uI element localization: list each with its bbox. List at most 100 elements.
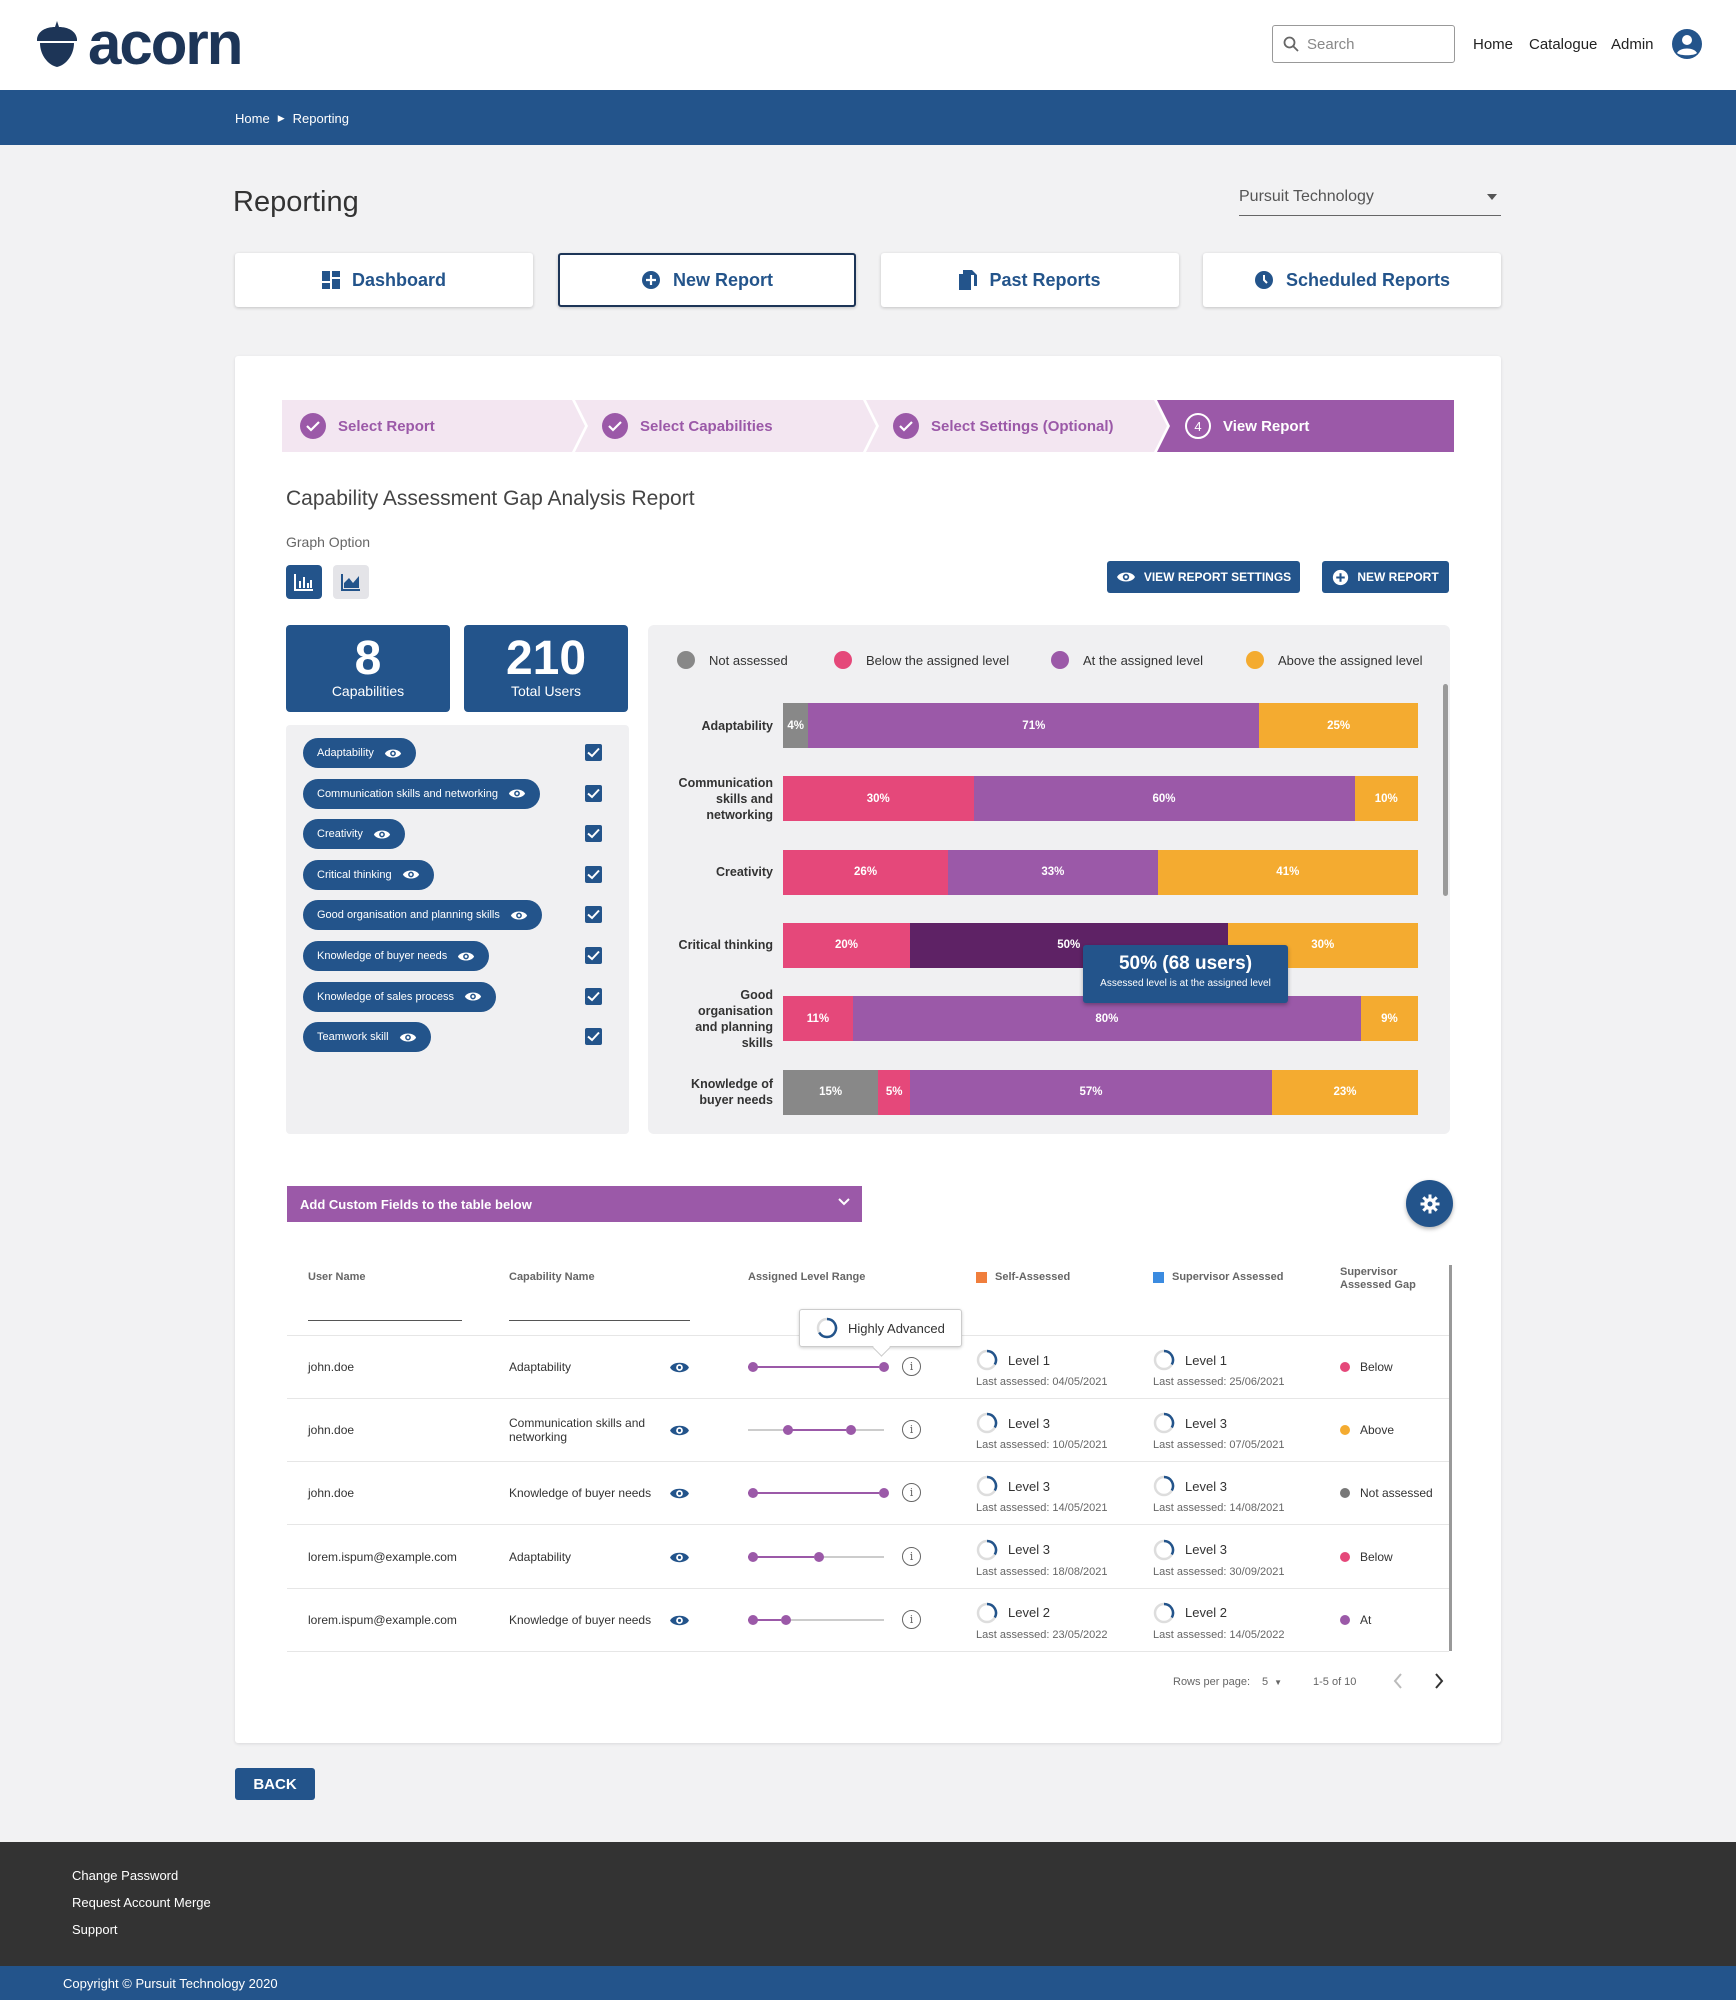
tab-dashboard[interactable]: Dashboard bbox=[235, 253, 533, 307]
level-range-slider[interactable] bbox=[748, 1487, 889, 1499]
search-input[interactable]: Search bbox=[1272, 25, 1455, 63]
slider-handle[interactable] bbox=[748, 1614, 758, 1625]
slider-handle[interactable] bbox=[783, 1425, 794, 1436]
footer-link-request-account-merge[interactable]: Request Account Merge bbox=[72, 1895, 211, 1910]
acorn-logo[interactable]: acorn bbox=[36, 14, 243, 74]
user-avatar-icon[interactable] bbox=[1671, 28, 1703, 60]
bar-segment[interactable]: 9% bbox=[1360, 996, 1418, 1042]
info-icon[interactable]: i bbox=[902, 1546, 921, 1566]
step-select-settings[interactable]: Select Settings (Optional) bbox=[893, 400, 1114, 452]
eye-icon[interactable] bbox=[457, 950, 475, 963]
eye-icon[interactable] bbox=[464, 990, 482, 1003]
bar-chart-toggle[interactable] bbox=[286, 565, 322, 599]
level-range-slider[interactable] bbox=[748, 1361, 889, 1373]
capability-chip[interactable]: Knowledge of buyer needs bbox=[303, 941, 490, 971]
slider-handle[interactable] bbox=[780, 1614, 791, 1625]
view-eye-icon[interactable] bbox=[669, 1360, 690, 1380]
view-eye-icon[interactable] bbox=[669, 1550, 690, 1570]
slider-handle[interactable] bbox=[748, 1362, 758, 1372]
view-eye-icon[interactable] bbox=[669, 1613, 690, 1633]
bar-segment[interactable]: 71% bbox=[808, 703, 1260, 748]
info-icon[interactable]: i bbox=[902, 1420, 921, 1440]
slider-handle[interactable] bbox=[879, 1362, 889, 1372]
column-header-assigned-level-range[interactable]: Assigned Level Range bbox=[748, 1271, 866, 1283]
view-eye-icon[interactable] bbox=[669, 1423, 690, 1443]
capability-checkbox[interactable] bbox=[585, 865, 602, 883]
next-page-icon[interactable] bbox=[1433, 1672, 1445, 1690]
tab-scheduled-reports[interactable]: Scheduled Reports bbox=[1203, 253, 1501, 307]
step-select-capabilities[interactable]: Select Capabilities bbox=[602, 400, 773, 452]
step-view-report[interactable]: 4 View Report bbox=[1185, 400, 1309, 452]
bar-segment[interactable]: 33% bbox=[948, 849, 1158, 895]
bar-segment[interactable]: 80% bbox=[852, 996, 1361, 1042]
chart-scrollbar[interactable] bbox=[1443, 684, 1448, 896]
bar-segment[interactable]: 60% bbox=[973, 776, 1355, 822]
capability-chip[interactable]: Good organisation and planning skills bbox=[303, 900, 542, 931]
bar-segment[interactable]: 15% bbox=[783, 1069, 879, 1115]
column-header-self-assessed[interactable]: Self-Assessed bbox=[976, 1271, 1070, 1283]
bar-segment[interactable]: 41% bbox=[1157, 849, 1418, 895]
info-icon[interactable]: i bbox=[902, 1483, 921, 1503]
slider-handle[interactable] bbox=[846, 1425, 857, 1436]
previous-page-icon[interactable] bbox=[1392, 1672, 1404, 1690]
info-icon[interactable]: i bbox=[902, 1609, 921, 1629]
table-settings-button[interactable] bbox=[1406, 1180, 1453, 1227]
custom-fields-dropdown[interactable]: Add Custom Fields to the table below bbox=[287, 1186, 862, 1222]
capability-checkbox[interactable] bbox=[585, 825, 602, 843]
capability-checkbox[interactable] bbox=[585, 744, 602, 761]
bar-segment[interactable]: 30% bbox=[783, 776, 974, 822]
bar-segment[interactable]: 57% bbox=[910, 1069, 1272, 1115]
capability-checkbox[interactable] bbox=[585, 1028, 602, 1046]
user-name-filter-input[interactable] bbox=[308, 1320, 462, 1321]
tab-past-reports[interactable]: Past Reports bbox=[881, 253, 1179, 307]
capability-chip[interactable]: Knowledge of sales process bbox=[303, 981, 496, 1012]
eye-icon[interactable] bbox=[373, 828, 391, 841]
level-range-slider[interactable] bbox=[748, 1614, 884, 1626]
view-eye-icon[interactable] bbox=[669, 1486, 690, 1506]
slider-handle[interactable] bbox=[879, 1488, 889, 1499]
footer-link-support[interactable]: Support bbox=[72, 1922, 118, 1937]
rows-per-page-select[interactable]: 5 ▼ bbox=[1262, 1676, 1282, 1688]
level-range-slider[interactable] bbox=[748, 1551, 884, 1563]
capability-chip[interactable]: Teamwork skill bbox=[303, 1022, 431, 1053]
back-button[interactable]: BACK bbox=[235, 1768, 315, 1800]
nav-admin[interactable]: Admin bbox=[1611, 36, 1654, 53]
area-chart-toggle[interactable] bbox=[333, 565, 369, 599]
capability-checkbox[interactable] bbox=[585, 987, 602, 1005]
bar-segment[interactable]: 26% bbox=[783, 849, 949, 895]
eye-icon[interactable] bbox=[399, 1031, 417, 1044]
capability-checkbox[interactable] bbox=[585, 947, 602, 964]
capability-name-filter-input[interactable] bbox=[509, 1320, 690, 1321]
eye-icon[interactable] bbox=[384, 747, 402, 760]
bar-segment[interactable]: 10% bbox=[1354, 776, 1418, 822]
capability-checkbox[interactable] bbox=[585, 906, 602, 924]
nav-catalogue[interactable]: Catalogue bbox=[1529, 36, 1598, 53]
bar-segment[interactable]: 25% bbox=[1259, 703, 1418, 748]
slider-handle[interactable] bbox=[813, 1551, 824, 1562]
eye-icon[interactable] bbox=[508, 787, 526, 800]
capability-chip[interactable]: Creativity bbox=[303, 819, 405, 850]
capability-chip[interactable]: Critical thinking bbox=[303, 859, 434, 890]
organisation-select[interactable]: Pursuit Technology bbox=[1239, 188, 1501, 216]
info-icon[interactable]: i bbox=[902, 1357, 921, 1376]
level-range-slider[interactable] bbox=[748, 1424, 884, 1436]
eye-icon[interactable] bbox=[402, 868, 420, 881]
footer-link-change-password[interactable]: Change Password bbox=[72, 1868, 179, 1883]
bar-segment[interactable]: 20% bbox=[783, 922, 910, 968]
view-report-settings-button[interactable]: VIEW REPORT SETTINGS bbox=[1107, 561, 1300, 593]
slider-handle[interactable] bbox=[748, 1488, 758, 1499]
capability-checkbox[interactable] bbox=[585, 784, 602, 802]
capability-chip[interactable]: Communication skills and networking bbox=[303, 778, 540, 809]
column-header-user-name[interactable]: User Name bbox=[308, 1271, 366, 1283]
column-header-supervisor-assessed[interactable]: Supervisor Assessed bbox=[1153, 1271, 1283, 1283]
nav-home[interactable]: Home bbox=[1473, 36, 1514, 53]
bar-segment[interactable]: 4% bbox=[783, 703, 809, 748]
bar-segment[interactable]: 11% bbox=[783, 996, 853, 1042]
slider-handle[interactable] bbox=[748, 1551, 758, 1562]
column-header-capability-name[interactable]: Capability Name bbox=[509, 1271, 595, 1283]
step-select-report[interactable]: Select Report bbox=[300, 400, 435, 452]
breadcrumb-home[interactable]: Home bbox=[235, 111, 270, 126]
tab-new-report[interactable]: New Report bbox=[558, 253, 856, 307]
bar-segment[interactable]: 23% bbox=[1271, 1069, 1418, 1115]
column-header-supervisor-gap[interactable]: Supervisor Assessed Gap bbox=[1340, 1266, 1416, 1291]
